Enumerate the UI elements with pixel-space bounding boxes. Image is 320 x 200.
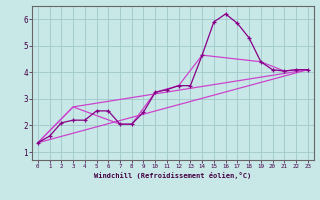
X-axis label: Windchill (Refroidissement éolien,°C): Windchill (Refroidissement éolien,°C) bbox=[94, 172, 252, 179]
